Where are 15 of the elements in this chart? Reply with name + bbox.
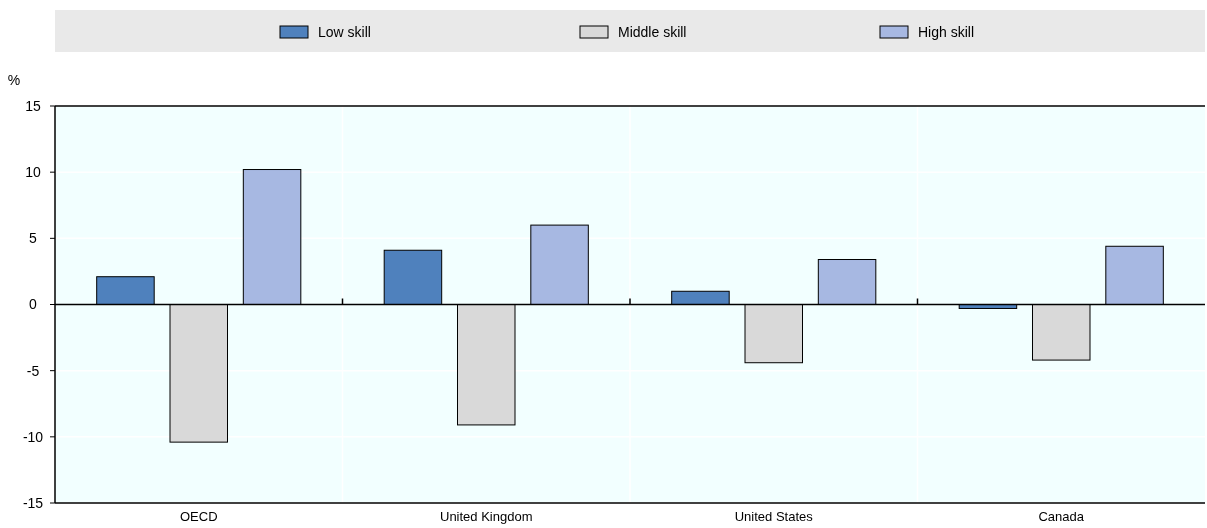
legend-label: High skill bbox=[918, 24, 975, 40]
y-tick-label: -5 bbox=[26, 362, 40, 379]
y-tick-label: 0 bbox=[29, 296, 38, 313]
y-axis-title: % bbox=[7, 72, 21, 88]
legend-label: Middle skill bbox=[618, 24, 687, 40]
y-tick-label: -10 bbox=[22, 428, 44, 445]
y-tick-label: 10 bbox=[25, 164, 41, 181]
y-tick-label: -15 bbox=[22, 494, 44, 511]
legend-label: Low skill bbox=[318, 24, 371, 40]
y-tick-label: 15 bbox=[25, 97, 41, 114]
x-tick-label: United Kingdom bbox=[440, 509, 533, 524]
x-tick-label: United States bbox=[734, 509, 814, 524]
x-tick-label: Canada bbox=[1038, 509, 1085, 524]
x-tick-label: OECD bbox=[179, 509, 218, 524]
y-tick-label: 5 bbox=[29, 230, 38, 247]
